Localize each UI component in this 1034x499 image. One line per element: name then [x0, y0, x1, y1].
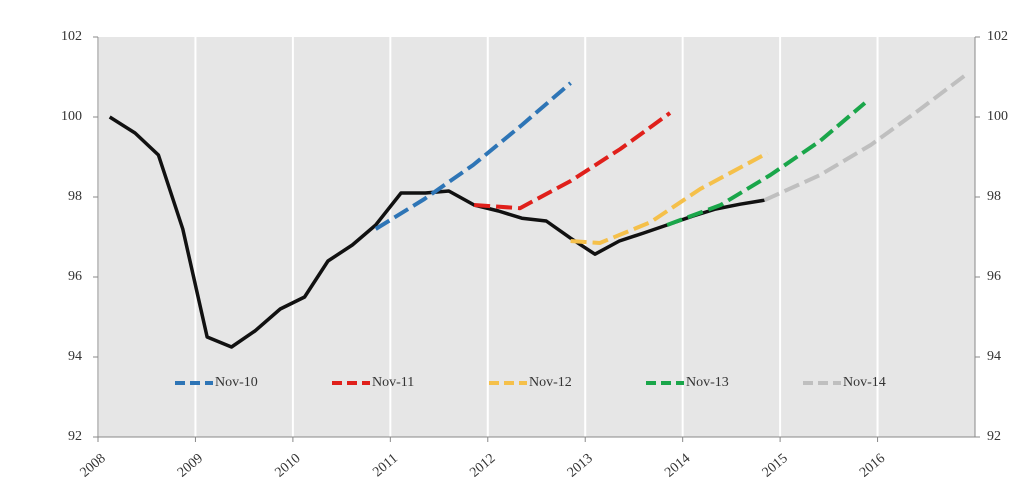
series-line [763, 71, 970, 203]
legend-label: Nov-14 [843, 375, 886, 390]
plot-area [98, 37, 975, 437]
x-tick-label: 2010 [272, 451, 303, 480]
y-tick-label: 94 [68, 349, 82, 364]
x-tick-label: 2011 [370, 451, 401, 480]
y-tick-label: 102 [61, 29, 82, 44]
legend-label: Nov-12 [529, 375, 572, 390]
legend-label: Nov-13 [686, 375, 729, 390]
x-tick-label: 2015 [760, 451, 791, 480]
y-tick-label: 98 [68, 189, 82, 204]
y2-tick-label: 96 [987, 269, 1001, 284]
x-tick-label: 2012 [467, 451, 498, 480]
series-line [473, 111, 672, 211]
x-tick-label: 2009 [175, 451, 206, 480]
y-tick-label: 96 [68, 269, 82, 284]
x-tick-label: 2014 [662, 451, 693, 480]
y2-tick-label: 98 [987, 189, 1001, 204]
y2-tick-label: 102 [987, 29, 1008, 44]
legend-label: Nov-10 [215, 375, 258, 390]
series-line [570, 151, 769, 245]
y2-tick-label: 94 [987, 349, 1001, 364]
series-line [666, 101, 867, 227]
y2-tick-label: 92 [987, 429, 1001, 444]
y2-tick-label: 100 [987, 109, 1008, 124]
y-tick-label: 100 [61, 109, 82, 124]
series-line [374, 81, 572, 231]
legend-label: Nov-11 [372, 375, 414, 390]
x-tick-label: 2016 [857, 451, 888, 480]
x-tick-label: 2008 [78, 451, 109, 480]
y-tick-label: 92 [68, 429, 82, 444]
x-tick-label: 2013 [565, 451, 596, 480]
